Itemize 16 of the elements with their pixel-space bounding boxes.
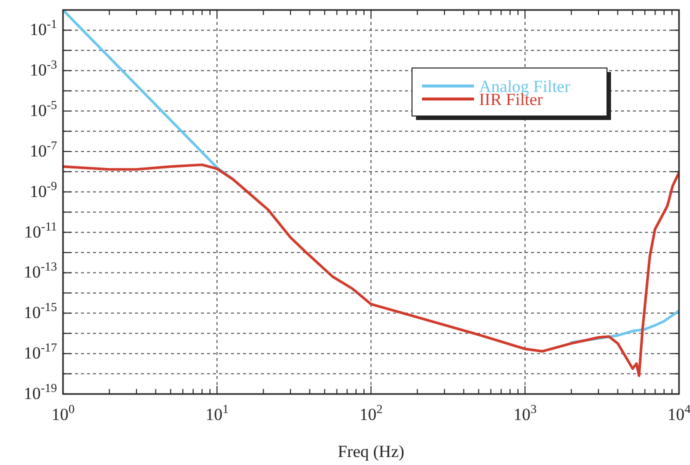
- y-tick-label: 10$^{-19}$: [24, 381, 57, 403]
- y-tick-label: 10$^{-9}$: [30, 178, 57, 201]
- x-tick-label: 10$^{0}$: [51, 402, 75, 424]
- x-tick-label: 10$^{2}$: [359, 402, 383, 424]
- y-tick-label: 10$^{-15}$: [24, 300, 57, 322]
- y-tick-label: 10$^{-1}$: [30, 17, 57, 40]
- y-tick-label: 10$^{-3}$: [30, 58, 57, 80]
- x-tick-label: 10$^{3}$: [513, 402, 537, 424]
- x-tick-label: 10$^{4}$: [667, 402, 690, 424]
- y-tick-label: 10$^{-13}$: [24, 260, 57, 282]
- y-tick-label: 10$^{-5}$: [30, 98, 57, 120]
- x-axis-title: Freq (Hz): [338, 442, 404, 461]
- y-tick-label: 10$^{-17}$: [24, 340, 57, 363]
- y-tick-label: 10$^{-11}$: [24, 219, 57, 242]
- y-tick-label: 10$^{-7}$: [30, 138, 57, 160]
- x-tick-label: 10$^{1}$: [205, 402, 229, 424]
